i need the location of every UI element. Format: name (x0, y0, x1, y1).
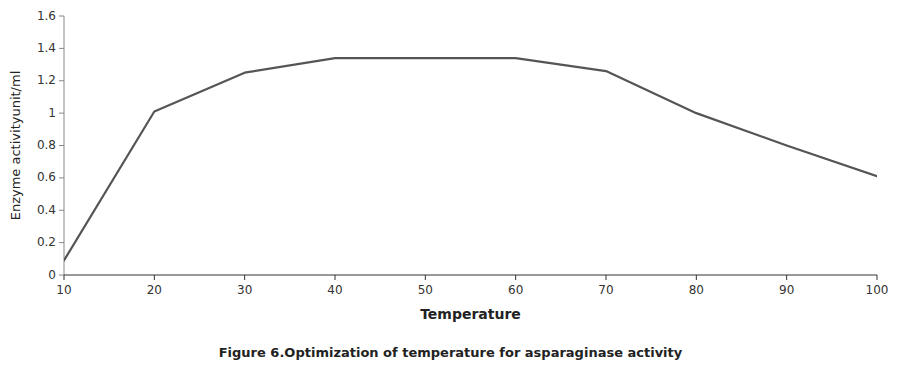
chart-container: 0 0.2 0.4 0.6 0.8 1 1.2 1.4 1.6 10 20 30 40 50 60 70 80 9… (0, 0, 901, 367)
y-tick (59, 80, 64, 81)
y-tick (59, 16, 64, 17)
y-tick-label: 1.6 (37, 9, 56, 23)
caption: Figure 6.Optimization of temperature for… (219, 345, 683, 360)
y-tick-label: 0.6 (37, 170, 56, 184)
y-tick (59, 48, 64, 49)
x-tick (335, 275, 336, 280)
y-tick (59, 145, 64, 146)
y-tick-label: 1 (48, 106, 56, 120)
y-tick-label: 0.4 (37, 203, 56, 217)
y-tick-label: 0 (48, 268, 56, 282)
y-axis-line (64, 16, 65, 275)
x-tick (696, 275, 697, 280)
x-tick-label: 60 (508, 283, 523, 297)
y-tick (59, 113, 64, 114)
y-tick (59, 242, 64, 243)
x-tick (425, 275, 426, 280)
y-axis: 0 0.2 0.4 0.6 0.8 1 1.2 1.4 1.6 (37, 9, 64, 282)
x-tick-label: 10 (56, 283, 71, 297)
x-tick-label: 40 (327, 283, 342, 297)
y-tick-label: 0.2 (37, 235, 56, 249)
x-tick-label: 50 (418, 283, 433, 297)
chart-svg: 0 0.2 0.4 0.6 0.8 1 1.2 1.4 1.6 10 20 30 40 50 60 70 80 9… (0, 0, 901, 367)
y-tick (59, 275, 64, 276)
y-tick-label: 1.2 (37, 73, 56, 87)
x-tick-label: 20 (147, 283, 162, 297)
x-axis-line (64, 275, 877, 276)
y-tick (59, 210, 64, 211)
x-tick (64, 275, 65, 280)
plot-area (64, 58, 877, 260)
data-line (64, 58, 877, 260)
x-tick-label: 100 (866, 283, 889, 297)
x-tick-label: 70 (598, 283, 613, 297)
y-axis-label: Enzyme activityunit/ml (8, 71, 23, 221)
x-tick-label: 80 (689, 283, 704, 297)
x-tick (154, 275, 155, 280)
y-tick-label: 0.8 (37, 138, 56, 152)
x-tick (877, 275, 878, 280)
x-tick-label: 30 (237, 283, 252, 297)
x-tick (786, 275, 787, 280)
x-axis-label: Temperature (420, 306, 521, 322)
x-tick (244, 275, 245, 280)
x-tick (606, 275, 607, 280)
x-tick-label: 90 (779, 283, 794, 297)
x-axis: 10 20 30 40 50 60 70 80 90 100 (56, 275, 888, 297)
y-tick (59, 177, 64, 178)
x-tick (515, 275, 516, 280)
y-tick-label: 1.4 (37, 41, 56, 55)
